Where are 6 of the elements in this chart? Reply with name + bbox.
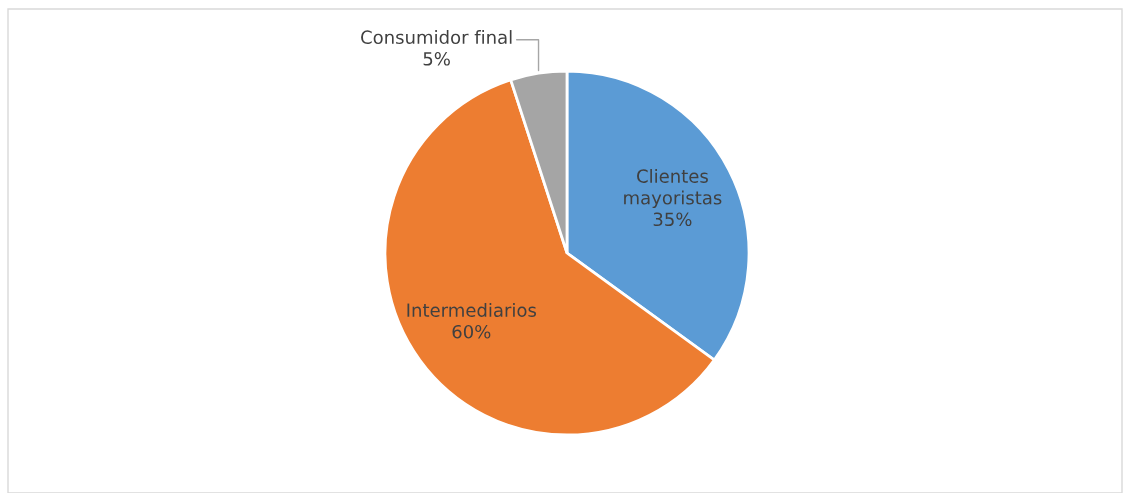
slice-label: Intermediarios [407, 303, 537, 317]
slice-label: Consumidor final [361, 30, 512, 45]
slice-label: Clientes mayoristas [624, 168, 722, 209]
data-label: 60% [452, 324, 491, 339]
data-label: 35% [653, 212, 692, 227]
data-label: 5% [423, 51, 450, 66]
